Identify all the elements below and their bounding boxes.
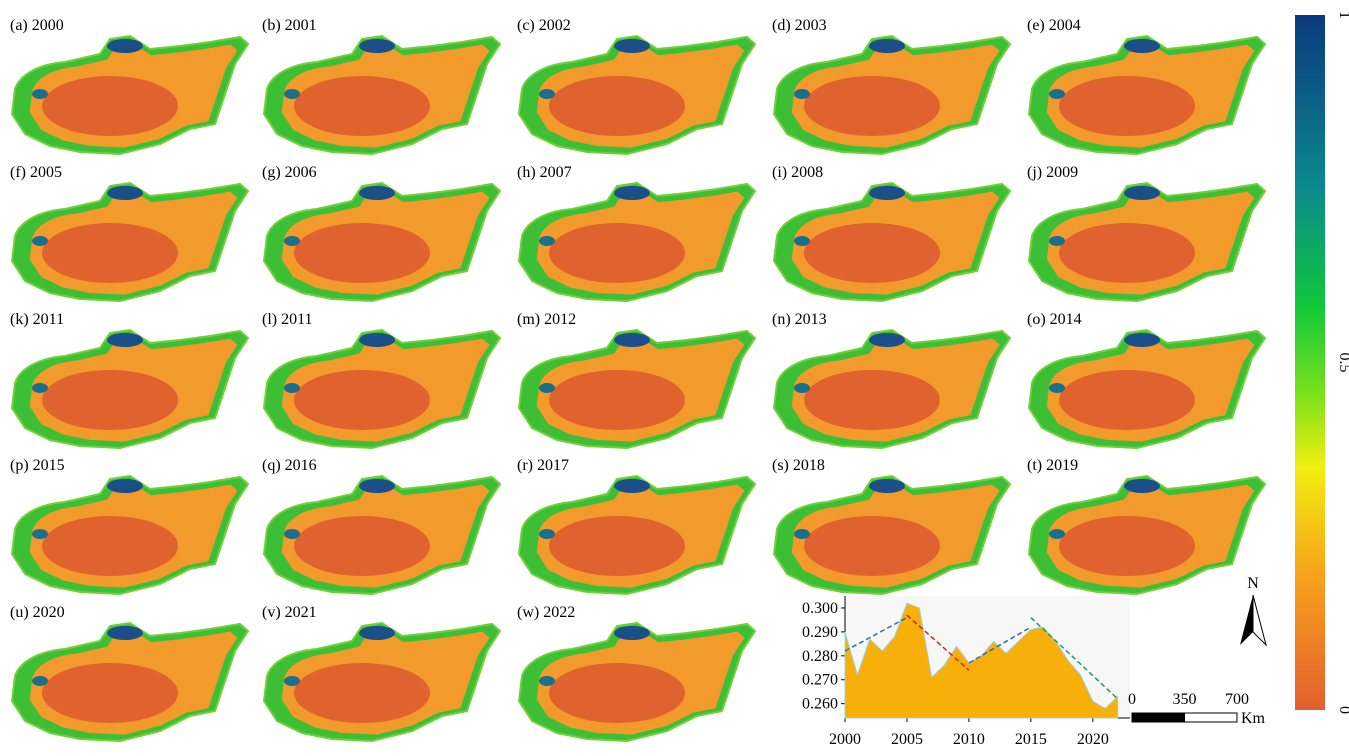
scale-label: 0 (1128, 691, 1136, 708)
map (1029, 183, 1265, 301)
panel-label: (b) 2001 (262, 17, 317, 34)
colorbar-label: 1 (1336, 11, 1349, 19)
map (264, 330, 500, 448)
panel-label: (l) 2011 (262, 311, 313, 328)
y-tick-label: 0.280 (802, 648, 838, 665)
y-tick-label: 0.290 (802, 624, 838, 641)
scale-label: 700 (1225, 691, 1249, 708)
x-tick-label: 2000 (829, 731, 861, 748)
map (774, 36, 1010, 154)
colorbar-label: 0 (1336, 706, 1349, 714)
panel-label: (j) 2009 (1027, 164, 1078, 181)
north-arrow (1253, 595, 1266, 645)
north-arrow (1240, 595, 1253, 645)
north-label: N (1247, 575, 1259, 592)
scale-segment (1185, 713, 1238, 722)
map (1029, 330, 1265, 448)
panel-label: (i) 2008 (772, 164, 823, 181)
panel-label: (m) 2012 (517, 311, 576, 328)
map (264, 36, 500, 154)
panel-label: (f) 2005 (10, 164, 62, 181)
panel-label: (a) 2000 (10, 17, 64, 34)
panel-label: (v) 2021 (262, 604, 317, 621)
x-tick-label: 2015 (1015, 731, 1047, 748)
panel-label: (q) 2016 (262, 457, 317, 474)
y-tick-label: 0.260 (802, 696, 838, 713)
map (12, 36, 248, 154)
map (12, 476, 248, 594)
panel-label: (t) 2019 (1027, 457, 1078, 474)
panel-label: (n) 2013 (772, 311, 827, 328)
map (1029, 476, 1265, 594)
map (519, 623, 755, 741)
map (774, 476, 1010, 594)
panel-label: (c) 2002 (517, 17, 571, 34)
map (264, 183, 500, 301)
panel-label: (u) 2020 (10, 604, 65, 621)
map (1029, 36, 1265, 154)
colorbar (1295, 15, 1325, 710)
y-tick-label: 0.270 (802, 672, 838, 689)
panel-label: (g) 2006 (262, 164, 317, 181)
panel-label: (o) 2014 (1027, 311, 1082, 328)
panel-label: (e) 2004 (1027, 17, 1081, 34)
panel-label: (h) 2007 (517, 164, 572, 181)
panel-label: (w) 2022 (517, 604, 575, 621)
map (519, 330, 755, 448)
map (774, 330, 1010, 448)
scale-unit: Km (1241, 710, 1266, 727)
scale-segment (1132, 713, 1185, 722)
panel-label: (k) 2011 (10, 311, 64, 328)
map (519, 476, 755, 594)
y-tick-label: 0.300 (802, 600, 838, 617)
map (12, 623, 248, 741)
map (12, 330, 248, 448)
panel-label: (s) 2018 (772, 457, 825, 474)
x-tick-label: 2010 (953, 731, 985, 748)
panel-label: (d) 2003 (772, 17, 827, 34)
map (774, 183, 1010, 301)
map (12, 183, 248, 301)
x-tick-label: 2020 (1077, 731, 1109, 748)
map (519, 36, 755, 154)
panel-label: (p) 2015 (10, 457, 65, 474)
panel-label: (r) 2017 (517, 457, 569, 474)
page: N (a) 2000 (b) 2001 (c) 2002 (d) 2003 (e) 20… (0, 0, 1349, 751)
x-tick-label: 2005 (891, 731, 923, 748)
map (264, 623, 500, 741)
figure: N (a) 2000 (b) 2001 (c) 2002 (d) 2003 (e) 20… (0, 0, 1349, 751)
map (519, 183, 755, 301)
scale-label: 350 (1173, 691, 1197, 708)
colorbar-label: 0.5 (1336, 353, 1349, 373)
map (264, 476, 500, 594)
